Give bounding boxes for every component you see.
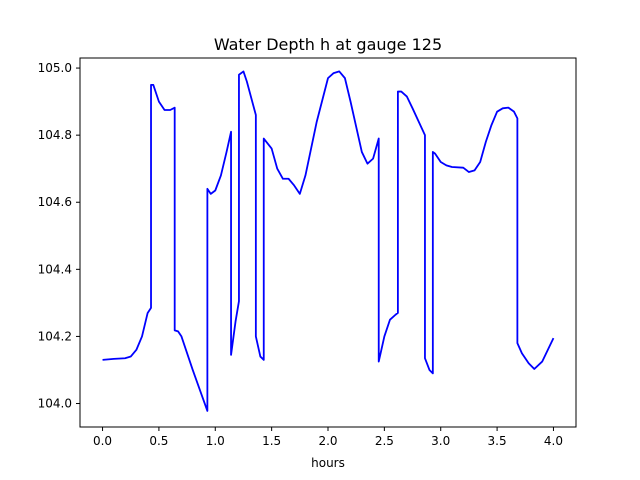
y-tick-label: 104.8 <box>38 128 72 142</box>
x-axis-label: hours <box>311 456 345 470</box>
x-tick-label: 1.5 <box>262 434 281 448</box>
axes: 0.0 0.5 1.0 1.5 2.0 2.5 3.0 3.5 4.0 104.0 104.2 104… <box>38 57 577 448</box>
plot-area <box>102 70 555 412</box>
plot-frame <box>79 57 577 428</box>
y-tick-label: 104.0 <box>38 397 72 411</box>
chart-title: Water Depth h at gauge 125 <box>214 35 442 54</box>
y-tick-label: 104.4 <box>38 262 72 276</box>
x-tick-label: 2.5 <box>375 434 394 448</box>
series-line-0 <box>102 70 555 412</box>
x-tick-label: 1.0 <box>206 434 225 448</box>
x-tick-label: 0.5 <box>149 434 168 448</box>
y-tick-label: 104.6 <box>38 195 72 209</box>
x-tick-label: 3.5 <box>488 434 507 448</box>
x-tick-label: 3.0 <box>431 434 450 448</box>
x-tick-label: 4.0 <box>544 434 563 448</box>
x-tick-label: 2.0 <box>318 434 337 448</box>
y-tick-label: 104.2 <box>38 329 72 343</box>
y-tick-label: 105.0 <box>38 61 72 75</box>
x-tick-label: 0.0 <box>93 434 112 448</box>
